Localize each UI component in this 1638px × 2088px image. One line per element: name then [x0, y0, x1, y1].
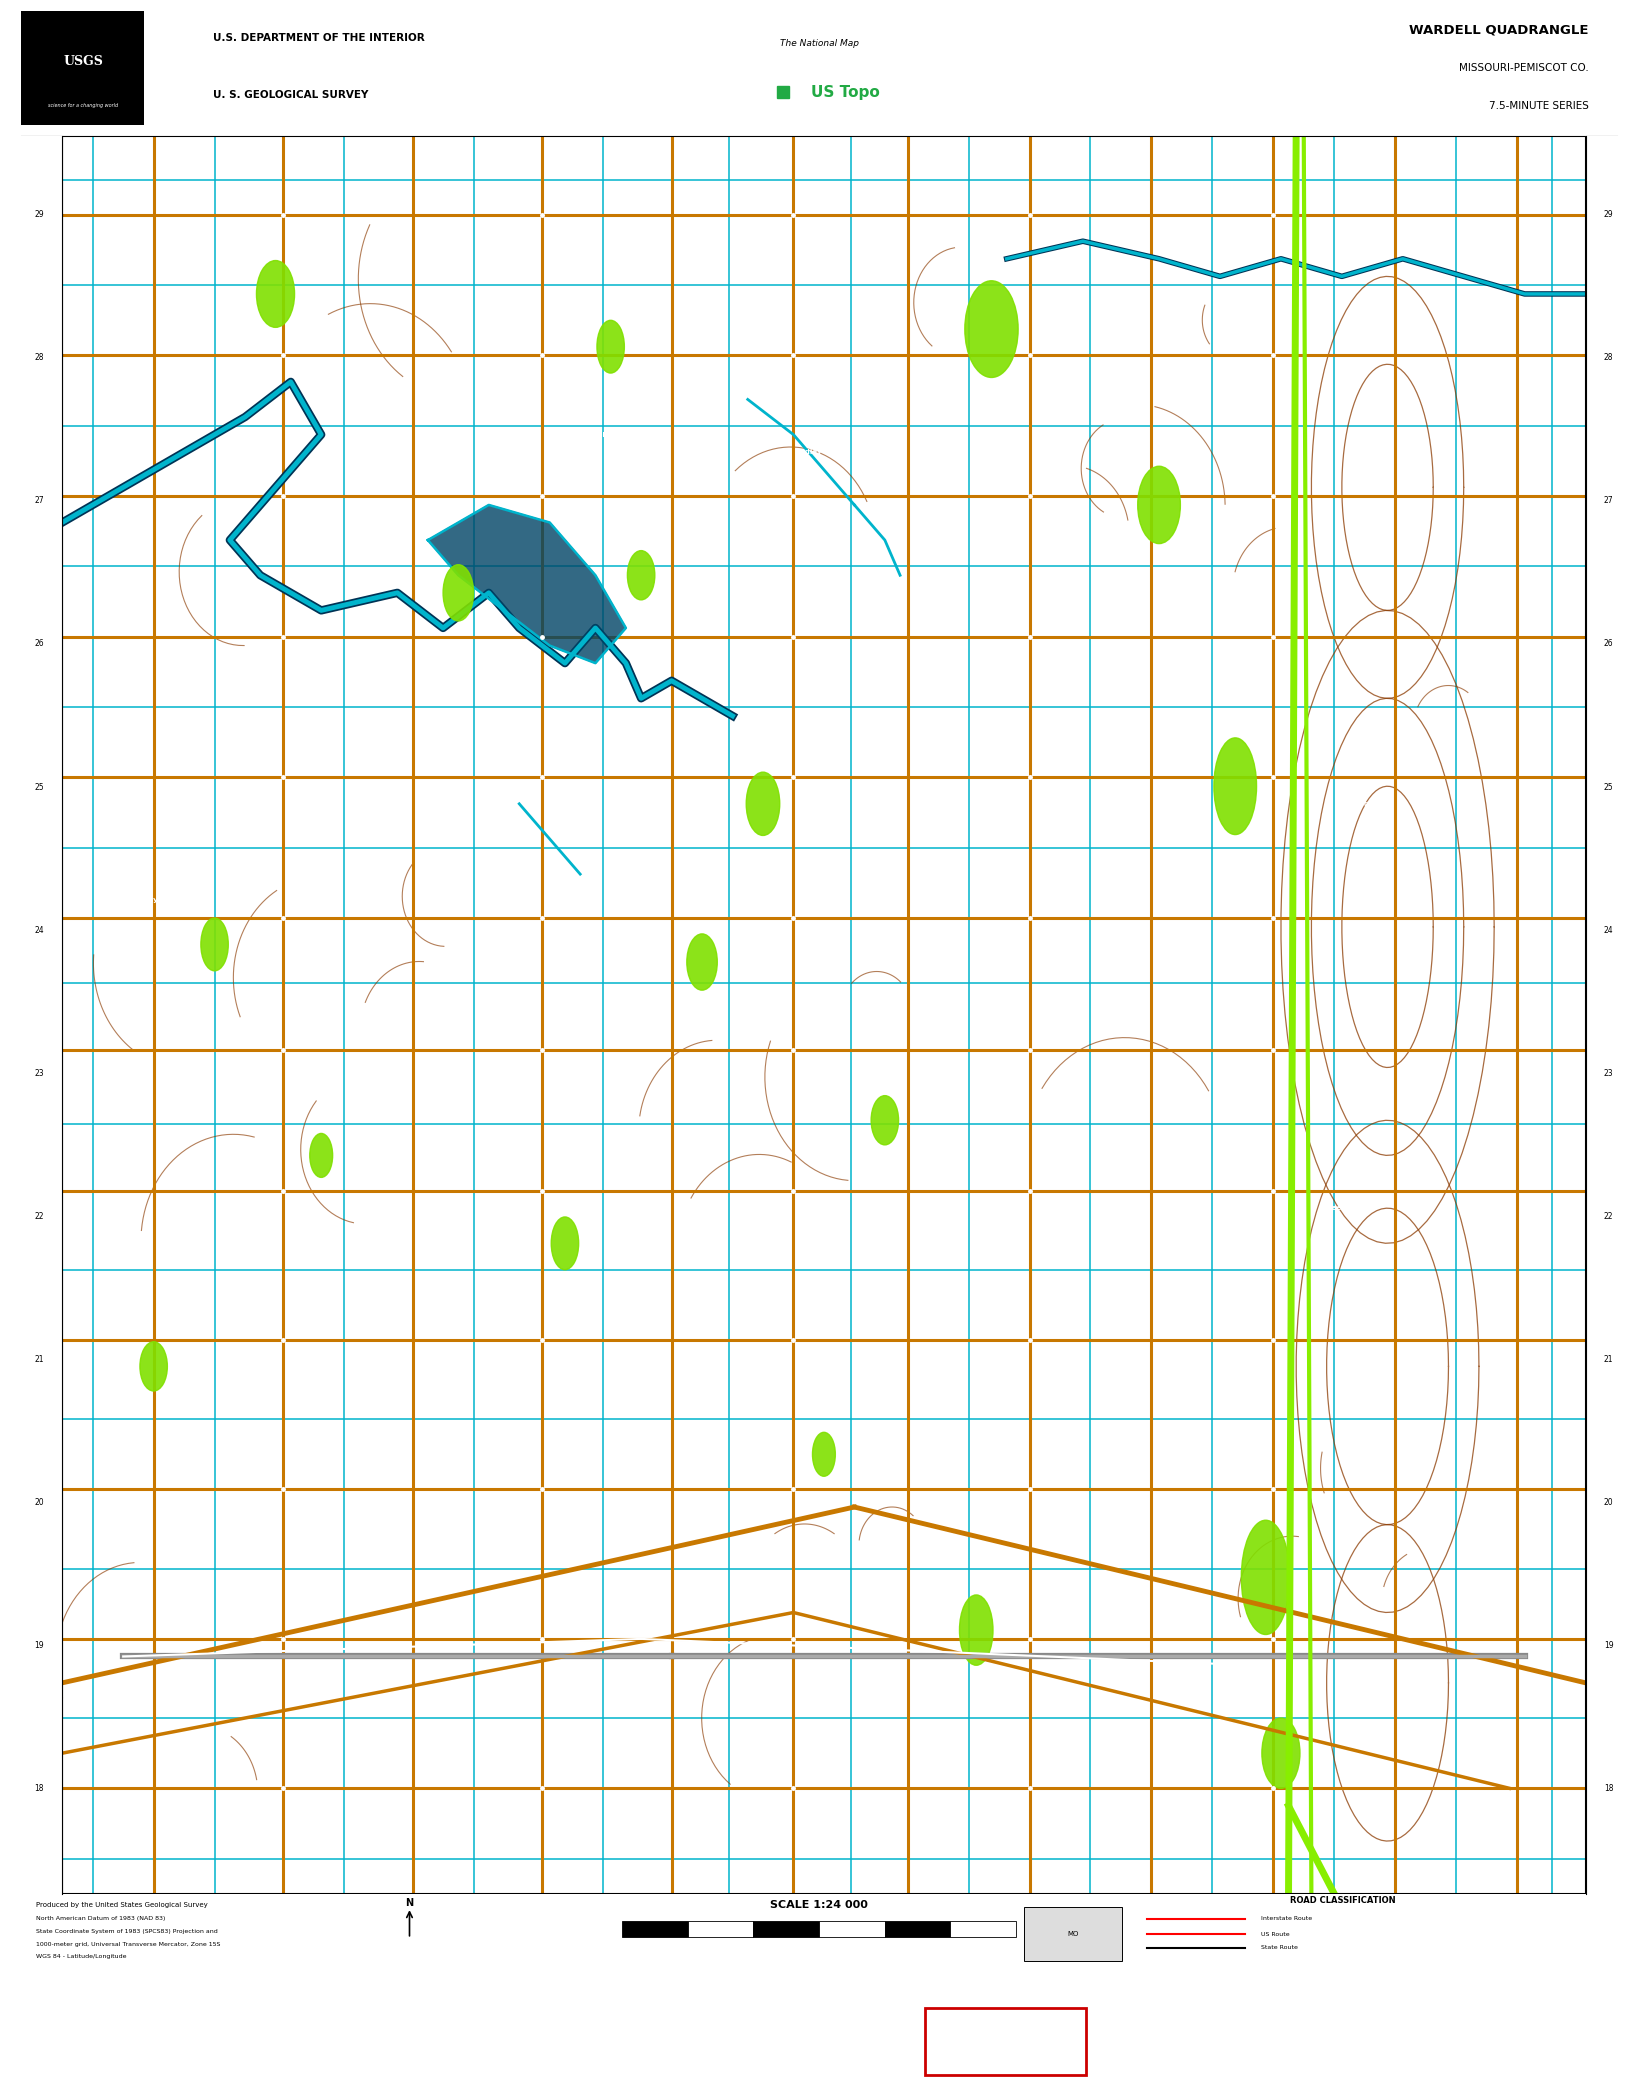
Ellipse shape: [812, 1432, 835, 1476]
FancyBboxPatch shape: [21, 10, 144, 125]
Ellipse shape: [1214, 737, 1256, 835]
Text: 21: 21: [34, 1355, 44, 1363]
Bar: [688, 1921, 753, 1938]
Ellipse shape: [960, 1595, 993, 1666]
Ellipse shape: [1138, 466, 1181, 543]
Text: 28: 28: [34, 353, 44, 363]
Text: 19: 19: [1604, 1641, 1613, 1650]
Text: 26: 26: [34, 639, 44, 649]
Text: 18: 18: [34, 1783, 44, 1794]
Ellipse shape: [442, 564, 473, 620]
Ellipse shape: [627, 551, 655, 599]
Text: 24: 24: [1604, 925, 1613, 935]
Text: SCALE 1:24 000: SCALE 1:24 000: [770, 1900, 868, 1911]
Ellipse shape: [139, 1343, 167, 1391]
Text: 1000-meter grid, Universal Transverse Mercator, Zone 15S: 1000-meter grid, Universal Transverse Me…: [36, 1942, 221, 1946]
Ellipse shape: [747, 773, 780, 835]
Text: 21: 21: [1604, 1355, 1613, 1363]
FancyBboxPatch shape: [1024, 1906, 1122, 1961]
Text: 29: 29: [1604, 211, 1613, 219]
Text: US Topo: US Topo: [811, 86, 880, 100]
Text: 24: 24: [34, 925, 44, 935]
Text: Nettleton: Nettleton: [1353, 802, 1391, 806]
Bar: [950, 1921, 1016, 1938]
Bar: [753, 1921, 819, 1938]
Text: Nuckolls: Nuckolls: [578, 432, 613, 438]
Text: Interstate Route: Interstate Route: [1261, 1917, 1312, 1921]
Text: 7.5-MINUTE SERIES: 7.5-MINUTE SERIES: [1489, 100, 1589, 111]
Ellipse shape: [871, 1096, 899, 1144]
Text: 23: 23: [34, 1069, 44, 1077]
Text: 19: 19: [34, 1641, 44, 1650]
Text: Hayti: Hayti: [143, 898, 164, 904]
Text: Cooter: Cooter: [855, 1213, 885, 1221]
Text: Deering: Deering: [1327, 1205, 1358, 1211]
Ellipse shape: [1242, 1520, 1291, 1635]
Text: N: N: [406, 1898, 413, 1908]
Text: 18: 18: [1604, 1783, 1613, 1794]
Text: 27: 27: [34, 497, 44, 505]
Text: State Route: State Route: [1261, 1946, 1299, 1950]
Ellipse shape: [686, 933, 717, 990]
Text: 20: 20: [1604, 1497, 1613, 1508]
Bar: [819, 1921, 885, 1938]
Text: MISSOURI-PEMISCOT CO.: MISSOURI-PEMISCOT CO.: [1459, 63, 1589, 73]
Text: The National Map: The National Map: [780, 40, 858, 48]
Text: science for a changing world: science for a changing world: [49, 104, 118, 109]
Text: 27: 27: [1604, 497, 1613, 505]
Text: 20: 20: [34, 1497, 44, 1508]
Text: U.S. DEPARTMENT OF THE INTERIOR: U.S. DEPARTMENT OF THE INTERIOR: [213, 33, 424, 44]
Ellipse shape: [257, 261, 295, 328]
Text: WGS 84 - Latitude/Longitude: WGS 84 - Latitude/Longitude: [36, 1954, 126, 1959]
Text: Produced by the United States Geological Survey: Produced by the United States Geological…: [36, 1902, 208, 1908]
Ellipse shape: [552, 1217, 578, 1270]
Ellipse shape: [1261, 1718, 1301, 1787]
Text: North American Datum of 1983 (NAD 83): North American Datum of 1983 (NAD 83): [36, 1917, 165, 1921]
Text: State Coordinate System of 1983 (SPCS83) Projection and: State Coordinate System of 1983 (SPCS83)…: [36, 1929, 218, 1933]
Text: Steele: Steele: [857, 729, 883, 737]
Text: MO: MO: [1068, 1931, 1078, 1938]
Text: ROAD CLASSIFICATION: ROAD CLASSIFICATION: [1291, 1896, 1396, 1906]
Ellipse shape: [596, 319, 624, 374]
Text: 23: 23: [1604, 1069, 1613, 1077]
Bar: [885, 1921, 950, 1938]
Text: Dudley: Dudley: [794, 449, 822, 455]
Text: USGS: USGS: [64, 54, 103, 67]
Ellipse shape: [310, 1134, 333, 1178]
Text: Wardell: Wardell: [491, 1643, 531, 1652]
Text: U. S. GEOLOGICAL SURVEY: U. S. GEOLOGICAL SURVEY: [213, 90, 369, 100]
Text: US Route: US Route: [1261, 1931, 1289, 1938]
Ellipse shape: [201, 919, 228, 971]
Bar: [622, 1921, 688, 1938]
Text: 26: 26: [1604, 639, 1613, 649]
Text: 29: 29: [34, 211, 44, 219]
Bar: [925, 2009, 1086, 2075]
Text: 22: 22: [1604, 1211, 1613, 1221]
Text: 28: 28: [1604, 353, 1613, 363]
Text: 25: 25: [34, 783, 44, 791]
Text: WARDELL QUADRANGLE: WARDELL QUADRANGLE: [1409, 23, 1589, 35]
Text: 25: 25: [1604, 783, 1613, 791]
Ellipse shape: [965, 280, 1019, 378]
Text: 22: 22: [34, 1211, 44, 1221]
Polygon shape: [428, 505, 626, 664]
